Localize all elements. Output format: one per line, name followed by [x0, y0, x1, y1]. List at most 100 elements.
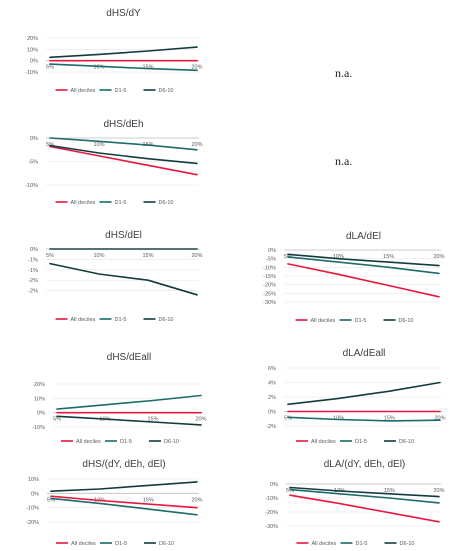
- y-tick-label: -5%: [28, 160, 38, 166]
- chart-panel-dla-dy-deh-del: dLA/(dY, dEh, dEl)0%-10%-20%-30%5% 10% 15%…: [265, 459, 444, 547]
- series-line-all-deciles: [289, 494, 440, 523]
- legend-label-all-deciles: All deciles: [71, 200, 96, 206]
- y-tick-label: 0%: [37, 411, 45, 417]
- chart-title: dHS/(dY, dEh, dEl): [82, 459, 165, 470]
- x-tick-label: 15%: [147, 417, 158, 423]
- legend-label-d6-10: D6-10: [159, 88, 174, 94]
- x-tick-label: 15%: [383, 254, 394, 260]
- chart-title: dHS/dEl: [105, 230, 142, 241]
- legend-label-all-deciles: All deciles: [71, 317, 96, 323]
- series-line-d6-10: [56, 415, 202, 426]
- y-tick-label: 0%: [30, 59, 38, 65]
- legend-label-d6-10: D6-10: [159, 541, 174, 547]
- legend-label-all-deciles: All deciles: [71, 88, 96, 94]
- legend-label-d6-10: D6-10: [399, 439, 414, 445]
- x-tick-label: 5%: [46, 253, 54, 259]
- x-tick-label: 10%: [93, 65, 104, 71]
- y-tick-label: -20%: [265, 510, 278, 516]
- series-line-all-deciles: [49, 145, 198, 176]
- y-tick-label: 10%: [27, 47, 38, 53]
- series-line-all-deciles: [287, 263, 440, 298]
- legend-label-d1-5: D1-5: [115, 88, 127, 94]
- x-tick-label: 15%: [142, 65, 153, 71]
- y-tick-label: -30%: [265, 524, 278, 530]
- x-tick-label: 5%: [286, 488, 294, 494]
- series-line-d6-10: [49, 262, 198, 296]
- y-tick-label: 20%: [27, 36, 38, 42]
- y-tick-label: -10%: [263, 265, 276, 271]
- x-tick-label: 10%: [333, 254, 344, 260]
- y-tick-label: 6%: [268, 366, 276, 372]
- y-tick-label: 0%: [268, 248, 276, 254]
- series-line-all-deciles: [50, 495, 198, 509]
- y-tick-label: 0%: [270, 482, 278, 488]
- legend-label-all-deciles: All deciles: [71, 541, 96, 547]
- chart-panel-dla-deall: dLA/dEall 6% 4% 2% 0% -2% 5% 10% 15% 20% All decil…: [266, 348, 445, 445]
- y-tick-label: 0%: [30, 247, 38, 253]
- x-tick-label: 10%: [333, 416, 344, 422]
- y-tick-label: -15%: [263, 274, 276, 280]
- series-line-d6-10: [49, 46, 198, 59]
- chart-panel-dhs-del: dHS/dEl 0% -1% -1% -2% -2% 5% 10% 15% 20% All deci…: [28, 230, 202, 323]
- x-tick-label: 10%: [93, 142, 104, 148]
- legend-label-d1-5: D1-5: [120, 439, 132, 445]
- x-tick-label: 5%: [46, 65, 54, 71]
- series-line-d6-10: [289, 486, 440, 498]
- legend-label-d6-10: D6-10: [159, 200, 174, 206]
- series-line-d1-5: [56, 394, 202, 410]
- y-tick-label: -5%: [266, 257, 276, 263]
- series-line-d6-10: [287, 381, 441, 406]
- na-label-second: n.a.: [335, 154, 353, 168]
- series-line-d1-5: [289, 488, 440, 504]
- y-tick-label: -10%: [25, 70, 38, 76]
- y-tick-label: -2%: [28, 289, 38, 295]
- y-tick-label: -30%: [263, 300, 276, 306]
- series-line-d1-5: [287, 416, 441, 422]
- x-tick-label: 20%: [191, 142, 202, 148]
- legend-label-d6-10: D6-10: [164, 439, 179, 445]
- x-tick-label: 15%: [384, 488, 395, 494]
- legend-label-d1-5: D1-5: [115, 200, 127, 206]
- y-tick-label: 10%: [34, 396, 45, 402]
- x-tick-label: 5%: [284, 416, 292, 422]
- x-tick-label: 5%: [53, 417, 61, 423]
- y-tick-label: -1%: [28, 257, 38, 263]
- series-line-d1-5: [50, 497, 198, 516]
- y-tick-label: -20%: [26, 520, 39, 526]
- legend-label-d1-5: D1-5: [355, 439, 367, 445]
- series-line-d6-10: [287, 253, 440, 267]
- legend-label-d6-10: D6-10: [399, 318, 414, 324]
- y-tick-label: 20%: [34, 382, 45, 388]
- chart-panel-dhs-dy-deh-del: dHS/(dY, dEh, dEl)10%0%-10%-20%5% 10% 15% 2…: [26, 459, 202, 547]
- x-tick-label: 15%: [142, 253, 153, 259]
- legend-label-d1-5: D1-5: [115, 541, 127, 547]
- na-label-top: n.a.: [335, 66, 353, 80]
- x-tick-label: 20%: [434, 416, 445, 422]
- y-tick-label: -2%: [266, 424, 276, 430]
- legend-label-all-deciles: All deciles: [76, 439, 101, 445]
- y-tick-label: 0%: [30, 136, 38, 142]
- y-tick-label: 0%: [268, 410, 276, 416]
- legend-label-d1-5: D1-5: [356, 541, 368, 547]
- x-tick-label: 5%: [47, 497, 55, 503]
- y-tick-label: -25%: [263, 291, 276, 297]
- x-tick-label: 20%: [433, 488, 444, 494]
- y-tick-label: 4%: [268, 381, 276, 387]
- x-tick-label: 15%: [143, 497, 154, 503]
- y-tick-label: -2%: [28, 278, 38, 284]
- y-tick-label: -20%: [263, 283, 276, 289]
- series-line-d6-10: [50, 481, 198, 493]
- chart-title: dLA/dEl: [346, 231, 381, 242]
- legend-label-all-deciles: All deciles: [311, 439, 336, 445]
- legend-label-d1-5: D1-5: [355, 318, 367, 324]
- chart-title: dHS/dEall: [107, 352, 151, 363]
- y-tick-label: -10%: [25, 183, 38, 189]
- series-line-d1-5: [49, 137, 198, 151]
- y-tick-label: 0%: [31, 491, 39, 497]
- x-tick-label: 20%: [191, 497, 202, 503]
- x-tick-label: 20%: [191, 65, 202, 71]
- legend-label-d1-5: D1-5: [115, 317, 127, 323]
